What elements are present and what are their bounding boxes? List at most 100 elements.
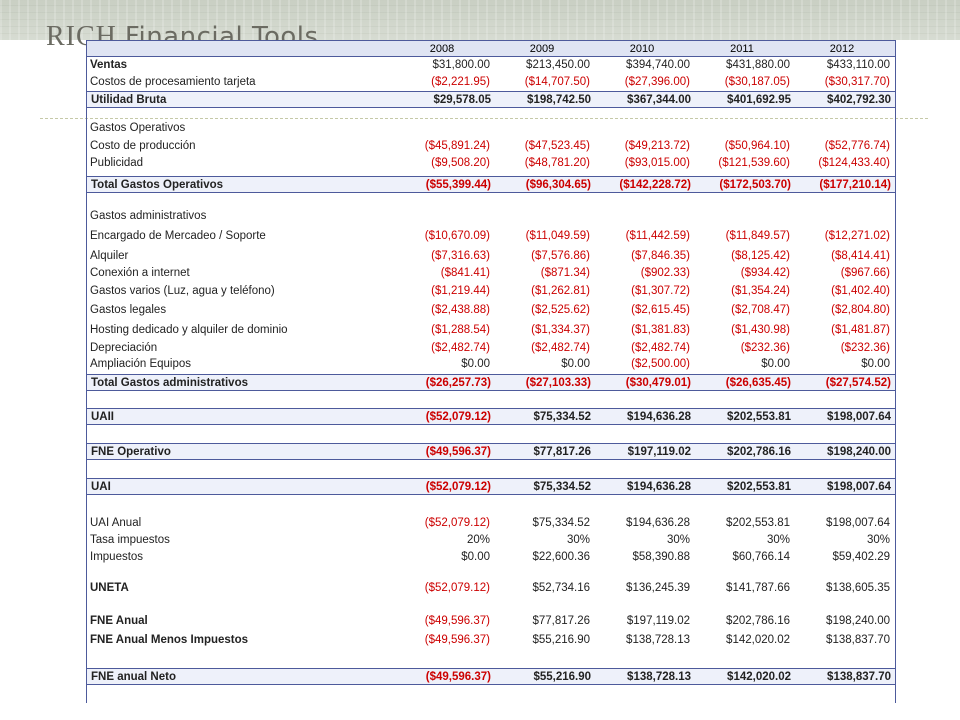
financial-table: 2008 2009 2010 2011 2012 Ventas $31,800.0… [86,40,896,703]
table-row: Gastos Operativos [86,120,896,137]
cell-value: $197,119.02 [626,615,690,627]
cell-value: $198,007.64 [826,517,890,529]
table-row: Tasa impuestos 20% 30% 30% 30% 30% [86,532,896,549]
year-header: 2008 [429,43,455,55]
cell-value: ($45,891.24) [424,140,490,152]
cell-value: ($52,079.12) [424,582,490,594]
cell-value: ($52,079.12) [425,411,491,423]
row-label: FNE Anual [90,615,148,627]
cell-value: ($49,596.37) [424,615,490,627]
row-label: UAI Anual [90,517,142,529]
cell-value: $213,450.00 [526,59,590,71]
cell-value: $0.00 [761,358,790,370]
cell-value: ($14,707.50) [524,76,590,88]
row-label: Gastos administrativos [90,210,207,222]
cell-value: ($52,079.12) [424,517,490,529]
cell-value: ($7,846.35) [631,250,690,262]
cell-value: ($2,615.45) [631,304,690,316]
cell-value: ($1,381.83) [631,324,690,336]
cell-value: ($49,213.72) [624,140,690,152]
cell-value: ($96,304.65) [525,179,591,191]
cell-value: $142,020.02 [726,634,790,646]
table-row: FNE Anual Menos Impuestos ($49,596.37) $55… [86,632,896,649]
cell-value: $60,766.14 [732,551,790,563]
cell-value: ($93,015.00) [624,157,690,169]
cell-value: ($2,482.74) [431,342,490,354]
table-row: Publicidad ($9,508.20) ($48,781.20) ($93,01… [86,155,896,172]
cell-value: ($30,479.01) [625,377,691,389]
cell-value: ($1,402.40) [831,285,890,297]
cell-value: ($2,708.47) [731,304,790,316]
cell-value: ($10,670.09) [424,230,490,242]
cell-value: $197,119.02 [627,446,691,458]
cell-value: ($841.41) [440,267,490,279]
cell-value: ($232.36) [840,342,890,354]
cell-value: $138,728.13 [627,671,691,683]
cell-value: ($121,539.60) [718,157,790,169]
cell-value: ($177,210.14) [819,179,891,191]
cell-value: $202,786.16 [726,615,790,627]
cell-value: 30% [766,534,790,546]
table-row: Impuestos $0.00 $22,600.36 $58,390.88 $60,76… [86,549,896,566]
table-row: UAI ($52,079.12) $75,334.52 $194,636.28 $202… [86,478,896,495]
table-row: UNETA ($52,079.12) $52,734.16 $136,245.39 $1… [86,580,896,597]
cell-value: $202,786.16 [727,446,791,458]
cell-value: ($8,414.41) [831,250,890,262]
cell-value: $402,792.30 [827,94,891,106]
cell-value: ($2,500.00) [631,358,690,370]
cell-value: ($1,288.54) [431,324,490,336]
row-label: UNETA [90,582,129,594]
year-header: 2012 [829,43,855,55]
cell-value: $202,553.81 [726,517,790,529]
cell-value: $0.00 [561,358,590,370]
cell-value: ($9,508.20) [431,157,490,169]
cell-value: $198,007.64 [827,481,891,493]
cell-value: ($2,525.62) [531,304,590,316]
row-label: Publicidad [90,157,144,169]
cell-value: 20% [466,534,490,546]
cell-value: $55,216.90 [532,634,590,646]
cell-value: ($55,399.44) [425,179,491,191]
table-row: UAI Anual ($52,079.12) $75,334.52 $194,636.… [86,515,896,532]
table-row: Alquiler ($7,316.63) ($7,576.86) ($7,846.35… [86,248,896,265]
cell-value: $75,334.52 [533,481,591,493]
cell-value: ($172,503.70) [719,179,791,191]
cell-value: $75,334.52 [532,517,590,529]
cell-value: ($50,964.10) [724,140,790,152]
table-row: Total Gastos Operativos ($55,399.44) ($96,… [86,176,896,193]
table-row: Costos de procesamiento tarjeta ($2,221.9… [86,74,896,91]
cell-value: $401,692.95 [727,94,791,106]
table-row: Gastos varios (Luz, agua y teléfono) ($1,… [86,283,896,300]
cell-value: 30% [566,534,590,546]
cell-value: $59,402.29 [832,551,890,563]
row-label: Impuestos [90,551,144,563]
cell-value: $136,245.39 [626,582,690,594]
table-row: Utilidad Bruta $29,578.05 $198,742.50 $367,… [86,91,896,108]
row-label: Costo de producción [90,140,196,152]
cell-value: ($1,307.72) [631,285,690,297]
table-row: Depreciación ($2,482.74) ($2,482.74) ($2,48… [86,340,896,357]
row-label: Tasa impuestos [90,534,170,546]
table-border-left [86,57,87,360]
cell-value: ($27,574.52) [825,377,891,389]
cell-value: ($26,257.73) [425,377,491,389]
table-border-right [895,403,896,703]
row-label: FNE Anual Menos Impuestos [90,634,249,646]
cell-value: ($52,079.12) [425,481,491,493]
cell-value: ($1,481.87) [831,324,890,336]
cell-value: $202,553.81 [727,481,791,493]
table-row: FNE Anual ($49,596.37) $77,817.26 $197,119.… [86,613,896,630]
cell-value: ($2,482.74) [631,342,690,354]
table-row: Total Gastos administrativos ($26,257.73)… [86,374,896,391]
cell-value: ($52,776.74) [824,140,890,152]
row-label: Total Gastos administrativos [91,377,248,389]
cell-value: $138,605.35 [826,582,890,594]
row-label: Costos de procesamiento tarjeta [90,76,256,88]
year-header: 2011 [730,43,754,55]
cell-value: ($11,849.57) [725,230,790,242]
table-row: Gastos administrativos [86,208,896,225]
cell-value: ($30,317.70) [824,76,890,88]
table-row: Gastos legales ($2,438.88) ($2,525.62) ($2,… [86,302,896,319]
cell-value: $58,390.88 [632,551,690,563]
table-row: FNE anual Neto ($49,596.37) $55,216.90 $138… [86,668,896,685]
